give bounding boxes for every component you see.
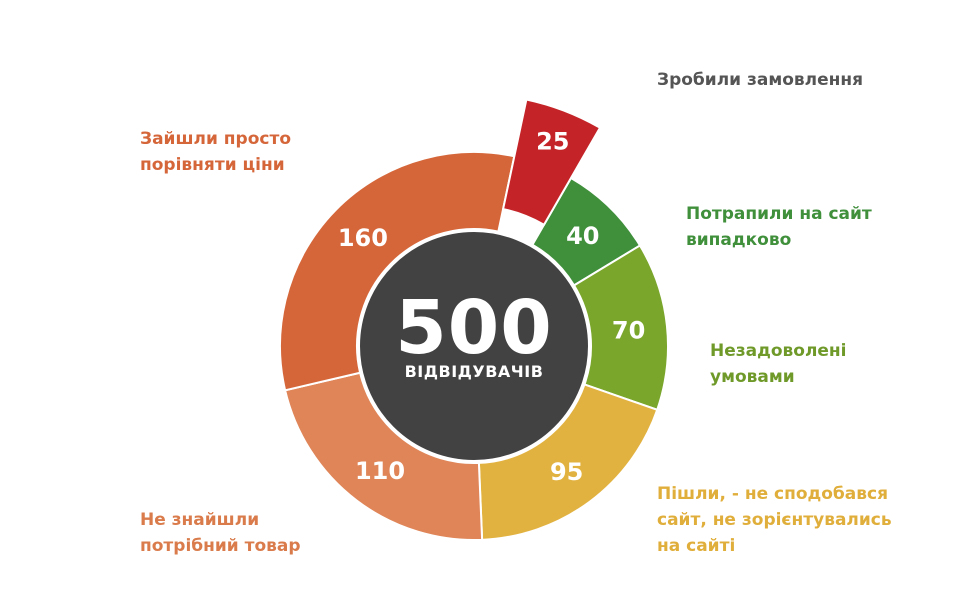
slice-5	[501, 98, 602, 227]
legend-label-ordered: Зробили замовлення	[657, 70, 864, 90]
legend-label-left-site: Пішли, - не сподобався сайт, не зорієнту…	[657, 484, 892, 556]
slice-4	[279, 151, 516, 392]
center-circle	[358, 230, 590, 462]
slice-value-label-3: 110	[355, 457, 405, 485]
slice-value-label-1: 70	[612, 317, 645, 345]
legend-label-dissatisfied: Незадоволені умовами	[710, 341, 847, 387]
center-caption: ВІДВІДУВАЧІВ	[404, 362, 544, 381]
slice-3	[283, 371, 484, 541]
slice-value-label-4: 160	[338, 224, 388, 252]
legend-label-compare-prices: Зайшли просто порівняти ціни	[140, 129, 291, 175]
slice-value-label-2: 95	[550, 458, 583, 486]
slice-value-label-0: 40	[566, 222, 599, 250]
legend-label-accidental: Потрапили на сайт випадково	[686, 204, 872, 250]
center-total: 500	[395, 285, 553, 371]
legend-label-not-found: Не знайшли потрібний товар	[140, 510, 301, 556]
slice-value-label-5: 25	[536, 128, 569, 156]
